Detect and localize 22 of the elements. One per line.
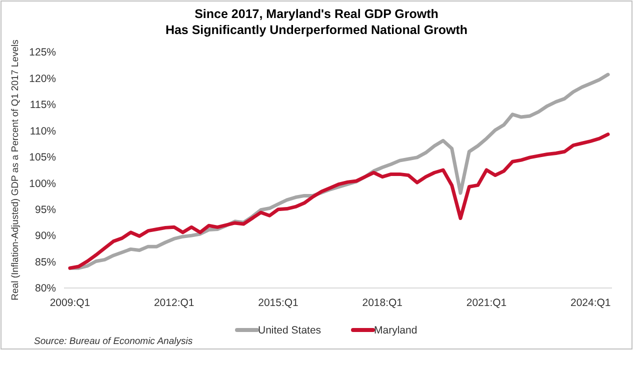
y-tick-label: 85% — [34, 256, 56, 268]
x-tick-label: 2009:Q1 — [50, 297, 90, 309]
source-note: Source: Bureau of Economic Analysis — [34, 336, 193, 347]
y-tick-label: 80% — [34, 282, 56, 295]
y-tick-label: 120% — [29, 72, 56, 85]
chart-title: Since 2017, Maryland's Real GDP Growth Has Significantly Underperformed National Growth — [165, 7, 468, 37]
x-tick-label: 2012:Q1 — [154, 297, 194, 309]
y-tick-label: 95% — [34, 204, 56, 216]
y-tick-label: 100% — [29, 178, 56, 190]
x-tick-label: 2015:Q1 — [258, 297, 299, 309]
y-tick-label: 115% — [30, 99, 56, 112]
x-tick-label: 2021:Q1 — [466, 297, 507, 309]
y-axis-title: Real (Inflation-Adjusted) GDP as a Percent of Q1 2017 Levels — [10, 39, 21, 300]
legend-label: United States — [258, 324, 322, 337]
y-tick-label: 90% — [34, 230, 56, 242]
x-tick-label: 2024:Q1 — [570, 297, 611, 309]
y-tick-label: 125% — [29, 46, 56, 59]
line-series — [68, 132, 610, 270]
x-tick-label: 2018:Q1 — [362, 297, 403, 309]
y-tick-label: 110% — [30, 125, 56, 138]
y-tick-label: 105% — [29, 152, 56, 164]
legend-label: Maryland — [374, 324, 418, 337]
